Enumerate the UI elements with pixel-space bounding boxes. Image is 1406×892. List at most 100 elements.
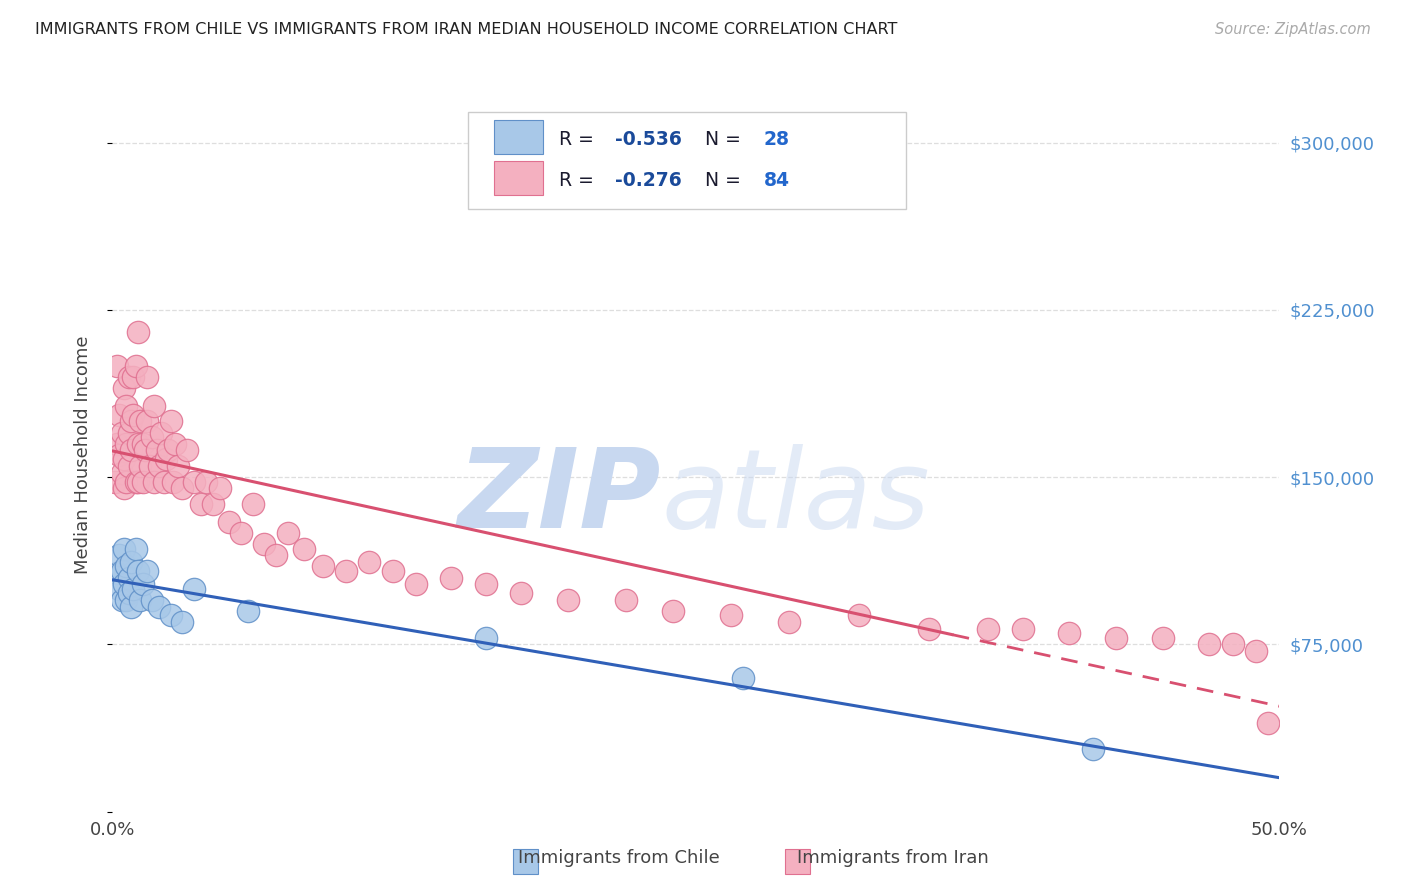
Point bbox=[120, 414, 142, 428]
Point bbox=[122, 582, 145, 596]
Point bbox=[918, 622, 941, 636]
Point bbox=[120, 599, 142, 614]
Point bbox=[134, 443, 156, 458]
Point bbox=[143, 475, 166, 489]
Point bbox=[112, 541, 135, 556]
Point bbox=[108, 582, 131, 596]
Point bbox=[120, 443, 142, 458]
FancyBboxPatch shape bbox=[513, 849, 538, 874]
Point bbox=[1011, 622, 1033, 636]
Point bbox=[132, 577, 155, 591]
Point bbox=[1198, 637, 1220, 651]
Text: ZIP: ZIP bbox=[457, 444, 661, 551]
Point bbox=[183, 475, 205, 489]
Point bbox=[166, 458, 188, 473]
Text: R =: R = bbox=[560, 130, 600, 149]
FancyBboxPatch shape bbox=[785, 849, 810, 874]
Point bbox=[111, 466, 134, 480]
Point bbox=[127, 564, 149, 578]
Point bbox=[115, 475, 138, 489]
Point bbox=[183, 582, 205, 596]
Point bbox=[176, 443, 198, 458]
Point bbox=[111, 425, 134, 440]
Point bbox=[122, 369, 145, 384]
Point bbox=[162, 475, 184, 489]
Point bbox=[111, 592, 134, 607]
Point bbox=[335, 564, 357, 578]
Point bbox=[125, 541, 148, 556]
Point bbox=[242, 497, 264, 511]
Point bbox=[218, 515, 240, 529]
Point bbox=[129, 592, 152, 607]
Point bbox=[381, 564, 404, 578]
Point bbox=[118, 425, 141, 440]
Point bbox=[105, 566, 128, 581]
Point bbox=[557, 592, 579, 607]
Point bbox=[112, 577, 135, 591]
Point bbox=[264, 548, 287, 563]
Point bbox=[1059, 626, 1081, 640]
Point bbox=[104, 475, 127, 489]
Point bbox=[125, 359, 148, 373]
Text: N =: N = bbox=[706, 171, 747, 190]
Text: N =: N = bbox=[706, 130, 747, 149]
Text: 84: 84 bbox=[763, 171, 790, 190]
Point bbox=[165, 436, 187, 450]
Point bbox=[129, 458, 152, 473]
Point bbox=[160, 414, 183, 428]
Point bbox=[118, 369, 141, 384]
Text: -0.276: -0.276 bbox=[616, 171, 682, 190]
Point bbox=[118, 586, 141, 600]
Text: IMMIGRANTS FROM CHILE VS IMMIGRANTS FROM IRAN MEDIAN HOUSEHOLD INCOME CORRELATIO: IMMIGRANTS FROM CHILE VS IMMIGRANTS FROM… bbox=[35, 22, 897, 37]
Point bbox=[115, 436, 138, 450]
Point bbox=[172, 482, 194, 496]
Point bbox=[778, 615, 800, 630]
Point bbox=[132, 436, 155, 450]
Text: Immigrants from Iran: Immigrants from Iran bbox=[797, 849, 988, 867]
Point bbox=[253, 537, 276, 551]
Point bbox=[112, 452, 135, 467]
Point bbox=[127, 475, 149, 489]
Point bbox=[118, 458, 141, 473]
Point bbox=[111, 564, 134, 578]
Point bbox=[148, 458, 170, 473]
Point bbox=[141, 430, 163, 444]
Point bbox=[475, 577, 498, 591]
Point bbox=[136, 414, 159, 428]
Point bbox=[115, 592, 138, 607]
Point bbox=[661, 604, 683, 618]
Point bbox=[136, 564, 159, 578]
Point bbox=[1105, 631, 1128, 645]
Point bbox=[112, 482, 135, 496]
Point bbox=[1081, 742, 1104, 756]
Point bbox=[194, 475, 217, 489]
Point bbox=[115, 559, 138, 574]
Point bbox=[848, 608, 870, 623]
Point bbox=[132, 475, 155, 489]
Text: Source: ZipAtlas.com: Source: ZipAtlas.com bbox=[1215, 22, 1371, 37]
Text: -0.536: -0.536 bbox=[616, 130, 682, 149]
Point bbox=[208, 482, 231, 496]
Point bbox=[122, 408, 145, 422]
Point bbox=[153, 475, 176, 489]
Point bbox=[1244, 644, 1267, 658]
Point bbox=[276, 526, 298, 541]
Point bbox=[720, 608, 742, 623]
FancyBboxPatch shape bbox=[494, 161, 543, 195]
Point bbox=[292, 541, 315, 556]
Point bbox=[108, 548, 131, 563]
Y-axis label: Median Household Income: Median Household Income bbox=[73, 335, 91, 574]
Point bbox=[229, 526, 252, 541]
Point bbox=[148, 599, 170, 614]
Point bbox=[105, 359, 128, 373]
Point bbox=[146, 443, 169, 458]
FancyBboxPatch shape bbox=[494, 120, 543, 154]
Point bbox=[1257, 715, 1279, 730]
Point bbox=[105, 436, 128, 450]
Text: R =: R = bbox=[560, 171, 600, 190]
Point bbox=[108, 408, 131, 422]
Point bbox=[136, 369, 159, 384]
Text: Immigrants from Chile: Immigrants from Chile bbox=[517, 849, 720, 867]
Point bbox=[141, 592, 163, 607]
Point bbox=[405, 577, 427, 591]
